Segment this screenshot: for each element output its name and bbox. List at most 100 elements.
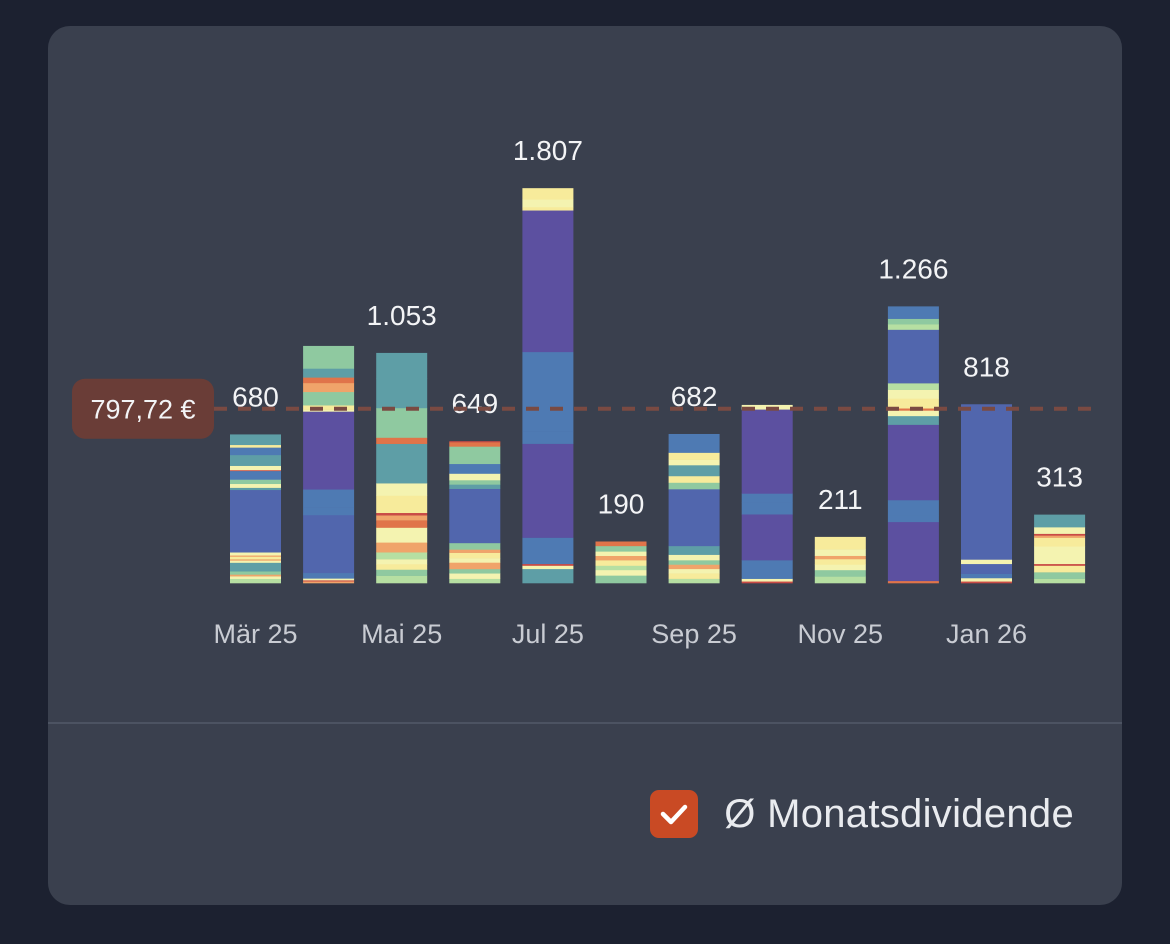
legend[interactable]: Ø Monatsdividende — [650, 790, 1074, 838]
bar-segment — [741, 560, 793, 579]
bar-segment — [376, 552, 428, 560]
bar-segment — [376, 527, 428, 543]
bar-segment — [887, 415, 939, 425]
bar-segment — [1034, 537, 1086, 547]
bar-segment — [595, 575, 647, 584]
bar-segment — [449, 552, 501, 559]
bar-Nov 25[interactable] — [814, 536, 866, 584]
bar-segment — [1034, 533, 1086, 536]
bar-segment — [303, 377, 355, 384]
bar-Mai 25[interactable] — [376, 352, 428, 584]
bar-segment — [595, 551, 647, 556]
divider — [48, 722, 1122, 724]
bar-segment — [376, 495, 428, 514]
bar-segment — [376, 407, 428, 438]
bar-segment — [449, 484, 501, 489]
bar-segment — [449, 480, 501, 485]
bar-segment — [668, 475, 720, 483]
bar-segment — [595, 569, 647, 576]
bar-segment — [230, 560, 281, 563]
bar-segment — [668, 465, 720, 477]
bar-segment — [230, 562, 281, 572]
bar-segment — [376, 378, 428, 409]
bar-segment — [961, 404, 1012, 560]
bars-layer — [230, 188, 1086, 584]
bar-segment — [668, 578, 720, 584]
x-tick-label: Mai 25 — [361, 619, 442, 649]
average-toggle-checkbox[interactable] — [650, 790, 699, 838]
bar-segment — [887, 410, 939, 417]
bar-segment — [230, 454, 281, 466]
bar-segment — [230, 444, 281, 448]
bar-segment — [230, 552, 281, 556]
bar-segment — [887, 515, 939, 523]
bar-segment — [303, 572, 355, 579]
bar-segment — [741, 578, 793, 582]
bar-segment — [814, 576, 866, 584]
bar-segment — [668, 568, 720, 574]
average-legend-label: Ø Monatsdividende — [724, 791, 1074, 836]
bar-segment — [887, 499, 939, 516]
bar-segment — [522, 563, 574, 566]
bar-segment — [595, 545, 647, 552]
bar-Dez 25[interactable] — [887, 306, 939, 584]
bar-Okt 25[interactable] — [741, 404, 793, 584]
bar-segment — [303, 489, 355, 508]
bar-segment — [376, 542, 428, 553]
bar-segment — [230, 470, 281, 480]
bar-segment — [522, 568, 574, 584]
bar-segment — [522, 206, 574, 211]
checkmark-icon — [661, 804, 688, 825]
bar-segment — [668, 560, 720, 565]
bar-total-label: 1.266 — [878, 253, 948, 284]
bar-Aug 25[interactable] — [595, 541, 647, 584]
bar-segment — [961, 573, 1012, 579]
bar-segment — [961, 563, 1012, 574]
bar-segment — [522, 443, 574, 538]
bar-Jul 25[interactable] — [522, 188, 574, 584]
dividend-chart-card: 680 1.053 649 1.807 190 682 211 1.266 818 313 Mär… — [48, 26, 1122, 905]
bar-Jan 26[interactable] — [961, 404, 1012, 584]
bar-segment — [887, 580, 939, 584]
bar-segment — [376, 437, 428, 444]
bar-Sep 25[interactable] — [668, 433, 720, 584]
bar-segment — [522, 431, 574, 444]
x-tick-label: Mär 25 — [213, 619, 297, 649]
average-line-layer: 797,72 € — [72, 378, 1100, 439]
bar-segment — [522, 199, 574, 208]
bar-segment — [595, 541, 647, 547]
bar-segment — [522, 351, 574, 432]
bar-segment — [741, 409, 793, 494]
x-tick-label: Jul 25 — [512, 619, 584, 649]
bar-segment — [522, 210, 574, 353]
bar-segment — [668, 573, 720, 579]
bar-segment — [449, 558, 501, 563]
bar-segment — [961, 581, 1012, 584]
bar-segment — [595, 560, 647, 566]
bar-segment — [230, 434, 281, 446]
bar-segment — [449, 573, 501, 579]
bar-segment — [887, 329, 939, 384]
bar-segment — [376, 515, 428, 521]
bar-segment — [230, 469, 281, 472]
bar-segment — [449, 441, 501, 443]
bar-segment — [230, 578, 281, 584]
average-value-label: 797,72 € — [90, 395, 195, 425]
bar-segment — [522, 188, 574, 200]
bar-segment — [595, 565, 647, 571]
bar-segment — [887, 424, 939, 501]
bar-Feb 26[interactable] — [1034, 514, 1086, 584]
bar-segment — [376, 559, 428, 565]
bar-segment — [814, 564, 866, 571]
bar-Jun 25[interactable] — [449, 441, 501, 584]
bar-segment — [230, 559, 281, 561]
bar-segment — [887, 318, 939, 325]
bar-segment — [303, 405, 355, 410]
bar-segment — [668, 452, 720, 460]
bar-segment — [230, 555, 281, 557]
bar-Apr 25[interactable] — [303, 345, 355, 584]
bar-Mär 25[interactable] — [230, 434, 281, 584]
bar-segment — [741, 514, 793, 561]
bar-segment — [887, 521, 939, 582]
